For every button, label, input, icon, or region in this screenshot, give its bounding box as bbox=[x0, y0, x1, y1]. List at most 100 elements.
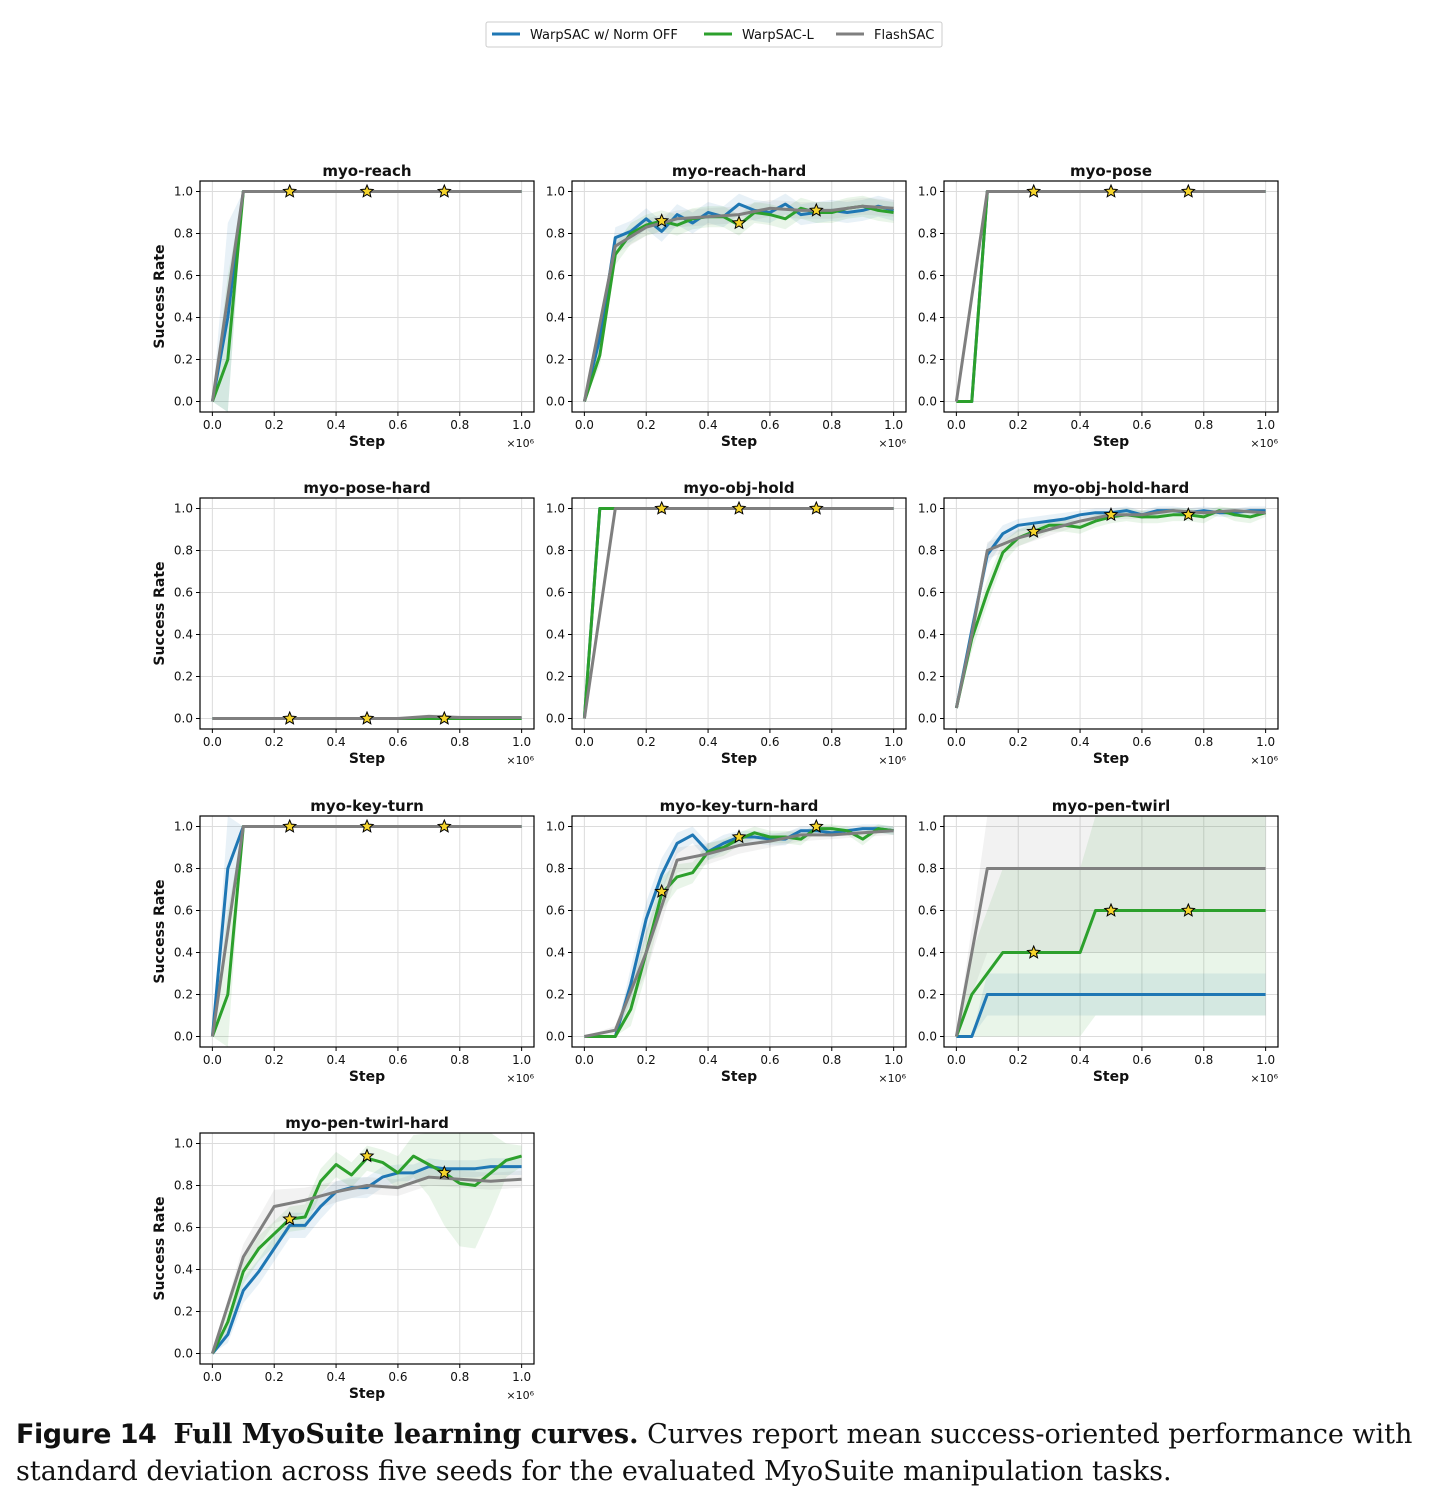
x-tick-label: 0.6 bbox=[388, 1370, 407, 1384]
x-tick-label: 1.0 bbox=[1256, 735, 1275, 749]
axes-frame bbox=[199, 497, 535, 730]
plot-area bbox=[954, 506, 1266, 709]
panel-title: myo-reach-hard bbox=[672, 162, 806, 180]
y-tick-label: 0.2 bbox=[174, 988, 193, 1002]
series-line bbox=[956, 993, 1266, 1038]
y-tick-label: 1.0 bbox=[174, 185, 193, 199]
x-tick-label: 0.0 bbox=[203, 735, 222, 749]
panel-title: myo-reach bbox=[322, 162, 411, 180]
x-axis-label: Step bbox=[349, 1069, 385, 1085]
y-axis-label: Success Rate bbox=[152, 244, 168, 348]
std-band bbox=[956, 191, 1266, 402]
star-marker bbox=[808, 818, 824, 833]
x-tick-label: 1.0 bbox=[884, 735, 903, 749]
x-tick-label: 0.0 bbox=[575, 418, 594, 432]
x-tick-label: 0.2 bbox=[637, 735, 656, 749]
star-marker bbox=[1103, 183, 1119, 198]
star-marker bbox=[282, 818, 298, 833]
x-tick-label: 0.6 bbox=[760, 1053, 779, 1067]
figure-canvas: WarpSAC w/ Norm OFF WarpSAC-L FlashSAC 0.0 0… bbox=[152, 21, 1279, 1402]
x-tick-label: 0.2 bbox=[265, 735, 284, 749]
star-marker bbox=[654, 500, 670, 515]
x-tick-label: 0.4 bbox=[1071, 735, 1090, 749]
star-marker bbox=[359, 710, 375, 725]
x-tick-label: 0.4 bbox=[699, 735, 718, 749]
series-line bbox=[212, 714, 522, 720]
x-tick-label: 1.0 bbox=[512, 418, 531, 432]
x-tick-label: 0.8 bbox=[1194, 418, 1213, 432]
caption-text: Curves report mean success-oriented perf… bbox=[16, 1419, 1413, 1487]
chart-panel: 0.0 0.2 0.4 0.6 0.8 1.0 0.0 0.2 0.4 0.6 0.8 1.0 myo-… bbox=[918, 479, 1279, 767]
x-tick-label: 0.8 bbox=[822, 735, 841, 749]
x-axis-label: Step bbox=[721, 434, 757, 450]
x-tick-label: 0.4 bbox=[1071, 1053, 1090, 1067]
y-tick-label: 0.0 bbox=[546, 712, 565, 726]
x-multiplier: ×10⁶ bbox=[878, 437, 906, 450]
y-tick-label: 0.2 bbox=[174, 1305, 193, 1319]
std-band bbox=[212, 191, 522, 412]
std-band bbox=[584, 508, 894, 719]
axes-frame bbox=[571, 815, 907, 1048]
series-line bbox=[582, 204, 894, 402]
std-band bbox=[956, 191, 1266, 402]
x-axis-label: Step bbox=[721, 751, 757, 767]
x-axis-label: Step bbox=[1093, 434, 1129, 450]
y-tick-label: 0.8 bbox=[174, 1179, 193, 1193]
series-line bbox=[954, 190, 1266, 402]
star-marker bbox=[436, 1165, 452, 1180]
series-line bbox=[582, 507, 894, 719]
legend: WarpSAC w/ Norm OFF WarpSAC-L FlashSAC bbox=[485, 21, 943, 48]
std-band bbox=[212, 1133, 522, 1354]
x-tick-label: 0.8 bbox=[1194, 735, 1213, 749]
x-multiplier: ×10⁶ bbox=[506, 754, 534, 767]
star-marker bbox=[359, 183, 375, 198]
y-tick-label: 0.8 bbox=[546, 544, 565, 558]
y-axis-label: Success Rate bbox=[152, 561, 168, 665]
std-band bbox=[956, 816, 1266, 1037]
y-tick-label: 0.4 bbox=[546, 946, 565, 960]
y-tick-label: 0.6 bbox=[546, 586, 565, 600]
plot-area bbox=[210, 816, 522, 1047]
panel-title: myo-pen-twirl bbox=[1052, 797, 1170, 815]
star-marker bbox=[808, 202, 824, 217]
panel-title: myo-key-turn-hard bbox=[660, 797, 819, 815]
y-axis-label: Success Rate bbox=[152, 1196, 168, 1300]
std-band bbox=[212, 816, 522, 1037]
y-tick-label: 0.4 bbox=[174, 946, 193, 960]
std-band bbox=[584, 508, 894, 719]
y-tick-label: 0.8 bbox=[546, 862, 565, 876]
series-line bbox=[210, 825, 522, 1038]
y-tick-label: 0.4 bbox=[174, 311, 193, 325]
x-tick-label: 0.8 bbox=[822, 418, 841, 432]
series-line bbox=[954, 867, 1266, 1037]
y-tick-label: 0.6 bbox=[546, 904, 565, 918]
x-tick-label: 0.8 bbox=[450, 1053, 469, 1067]
x-multiplier: ×10⁶ bbox=[506, 1072, 534, 1085]
std-band bbox=[956, 973, 1266, 1037]
x-tick-label: 1.0 bbox=[884, 1053, 903, 1067]
y-tick-label: 0.2 bbox=[546, 353, 565, 367]
x-tick-label: 0.8 bbox=[1194, 1053, 1213, 1067]
star-marker bbox=[359, 1148, 375, 1163]
y-tick-label: 0.8 bbox=[174, 227, 193, 241]
y-axis-label: Success Rate bbox=[152, 879, 168, 983]
y-tick-label: 0.6 bbox=[918, 586, 937, 600]
legend-label: WarpSAC-L bbox=[742, 28, 815, 43]
std-band bbox=[584, 826, 894, 1037]
y-tick-label: 1.0 bbox=[546, 820, 565, 834]
star-marker bbox=[654, 213, 670, 228]
x-tick-label: 0.6 bbox=[388, 735, 407, 749]
legend-label: WarpSAC w/ Norm OFF bbox=[530, 28, 678, 43]
axes-frame bbox=[943, 815, 1279, 1048]
x-tick-label: 0.8 bbox=[450, 1370, 469, 1384]
panel-title: myo-pose bbox=[1070, 162, 1152, 180]
x-tick-label: 0.6 bbox=[1132, 418, 1151, 432]
y-tick-label: 0.0 bbox=[546, 1030, 565, 1044]
y-tick-label: 0.8 bbox=[918, 544, 937, 558]
y-tick-label: 0.2 bbox=[174, 353, 193, 367]
y-tick-label: 1.0 bbox=[918, 185, 937, 199]
legend-item: FlashSAC bbox=[836, 28, 934, 43]
x-tick-label: 0.0 bbox=[575, 735, 594, 749]
star-marker bbox=[282, 183, 298, 198]
chart-panel: 0.0 0.2 0.4 0.6 0.8 1.0 0.0 0.2 0.4 0.6 0.8 1.0 myo-… bbox=[546, 162, 907, 450]
